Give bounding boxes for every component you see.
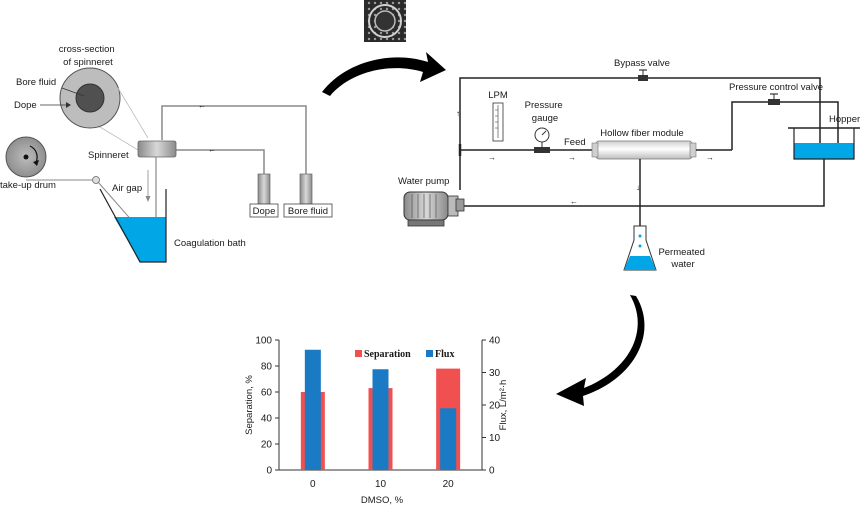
chart-ylabel: Separation, % [244,375,255,435]
flow-arrow-bottom [556,295,645,406]
bore-fluid-tank [299,173,313,205]
chart-right-ticks: 0 10 20 30 40 [482,336,501,477]
bar-flux-1 [372,369,389,470]
right-tick-label-0: 0 [489,466,495,477]
water-pump [403,191,465,227]
bore-fluid-tank-label: Bore fluid [288,206,328,217]
take-up-drum-label: take-up drum [0,180,56,191]
right-tick-label-2: 20 [489,401,501,412]
hopper-label: Hopper [829,114,860,125]
chart-y2label: Flux, L/m²·h [498,380,509,431]
pressure-gauge-line-1: Pressure [525,100,563,111]
pressure-gauge-line-2: gauge [532,113,558,124]
chart-xlabel: DMSO, % [361,495,404,506]
right-tick-label-3: 30 [489,368,501,379]
right-tick-label-4: 40 [489,336,501,347]
feed-label: Feed [564,137,586,148]
hollow-fiber-module-label: Hollow fiber module [600,128,683,139]
sem-micrograph [364,0,406,42]
left-tick-label-2: 40 [261,414,273,425]
filtration-setup: Bypass valve ↑ → LPM Pressure gauge [398,58,860,271]
bore-fluid-core [75,83,105,113]
left-tick-label-3: 60 [261,388,273,399]
permeated-water-line-1: Permeated [658,247,704,258]
chart-x-ticks: 0 10 20 [310,479,454,490]
spinneret [137,140,177,158]
pressure-gauge-label: Pressure gauge [525,100,566,124]
flow-meter [492,102,504,142]
bypass-valve [638,69,648,81]
x-tick-label-0: 0 [310,479,316,490]
left-tick-label-5: 100 [255,336,272,347]
legend-flux: Flux [435,349,454,360]
spinneret-label: Spinneret [88,150,129,161]
air-gap-label: Air gap [112,183,142,194]
pressure-control-valve-label: Pressure control valve [729,82,823,93]
bar-flux-2 [440,408,457,470]
bore-fluid-label: Bore fluid [16,77,56,88]
pressure-gauge [534,127,550,153]
dope-tank-label: Dope [253,206,276,217]
coagulation-bath-water [114,217,166,262]
legend-separation: Separation [364,349,411,360]
svg-text:←: ← [198,101,206,110]
water-pump-label: Water pump [398,176,449,187]
dope-tank [257,173,271,205]
svg-text:↓: ↓ [636,183,640,192]
chart-legend: Separation Flux [355,349,454,360]
svg-text:↑: ↑ [456,109,460,118]
hopper-water [794,143,854,159]
x-tick-label-2: 20 [443,479,455,490]
hollow-fiber-module [591,140,697,160]
left-tick-label-4: 80 [261,362,273,373]
permeate-flask [623,225,657,271]
legend-flux-swatch [426,350,433,357]
bypass-valve-label: Bypass valve [614,58,670,69]
svg-text:→: → [568,153,576,162]
svg-text:←: ← [208,145,216,154]
svg-text:←: ← [570,197,578,206]
chart-bars [300,349,461,470]
x-tick-label-1: 10 [375,479,387,490]
pressure-control-valve [768,93,780,105]
dmso-bar-chart: 0 20 40 60 80 100 0 10 20 30 40 0 10 20 Separation,… [244,336,509,507]
coagulation-bath-label: Coagulation bath [174,238,246,249]
permeated-water-label: Permeated water [658,247,707,270]
lpm-label: LPM [488,90,508,101]
left-tick-label-0: 0 [266,466,272,477]
cross-section-label: cross-section of spinneret [59,44,118,68]
svg-text:→: → [706,153,714,162]
chart-left-ticks: 0 20 40 60 80 100 [255,336,279,477]
right-tick-label-1: 10 [489,433,501,444]
permeated-water-line-2: water [670,259,694,270]
cross-section-line-1: cross-section [59,44,115,55]
flow-arrow-top [322,52,446,96]
dope-label: Dope [14,100,37,111]
left-tick-label-1: 20 [261,440,273,451]
spinning-setup: cross-section of spinneret Bore fluid Do… [0,44,333,263]
cross-section-line-2: of spinneret [63,57,113,68]
coagulation-bath [99,188,167,263]
bar-flux-0 [304,349,321,470]
svg-text:→: → [488,153,496,162]
legend-separation-swatch [355,350,362,357]
